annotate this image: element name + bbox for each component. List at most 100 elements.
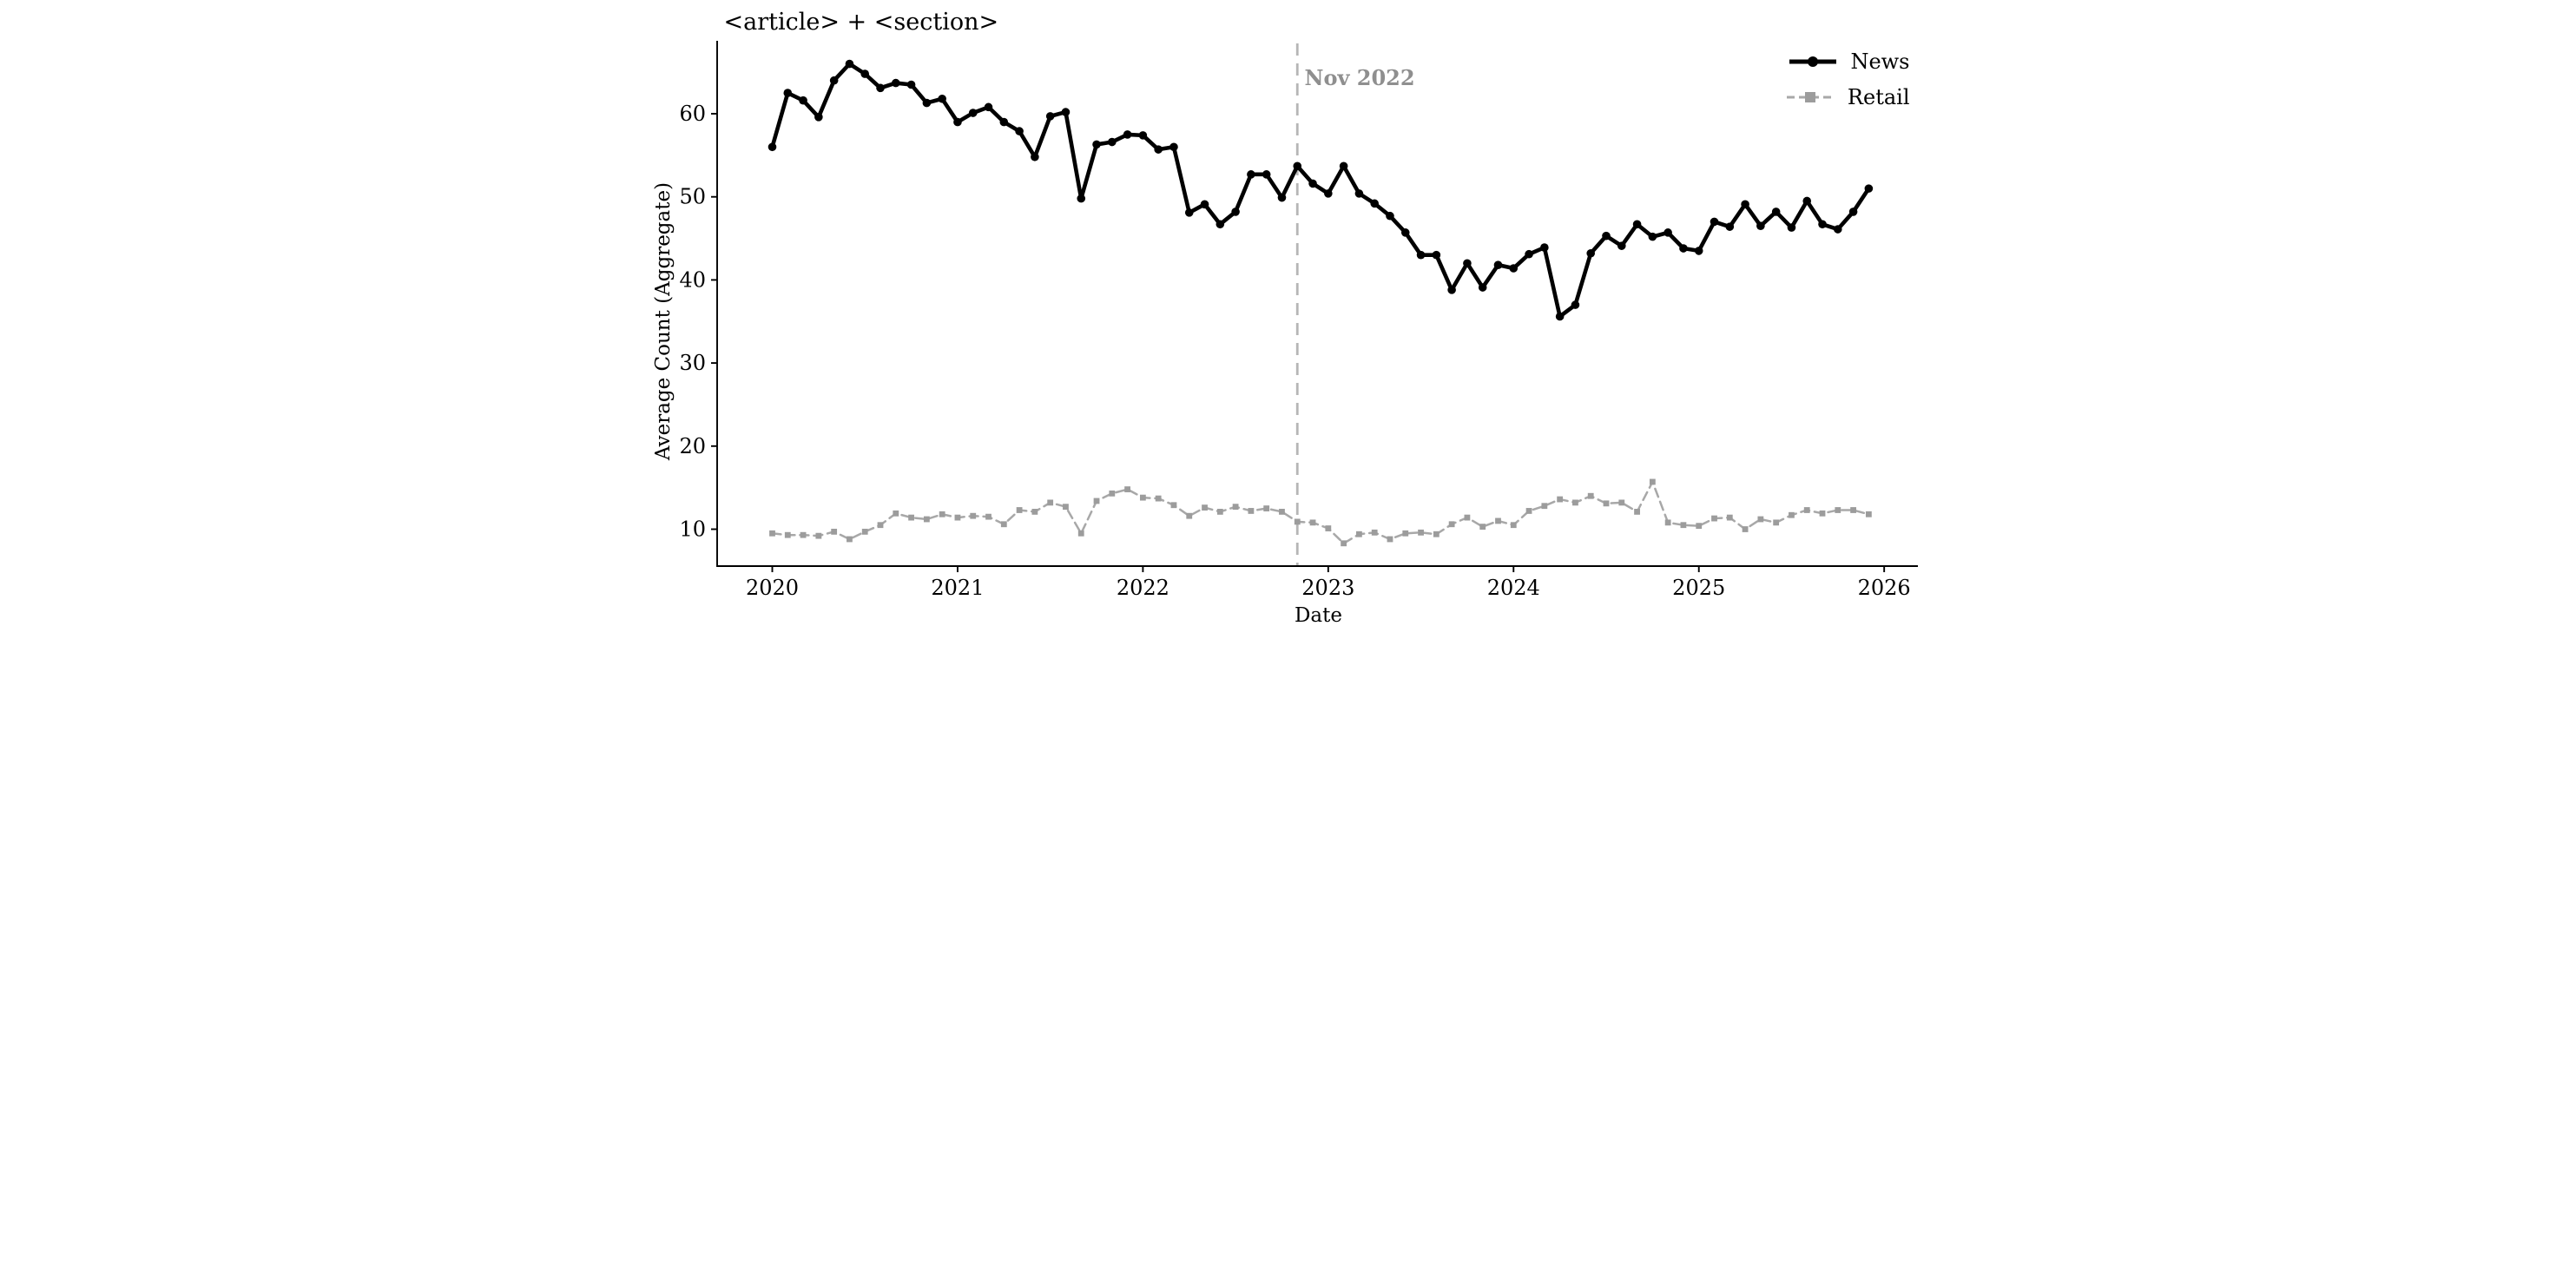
news-marker: [1416, 250, 1425, 260]
retail-marker: [1108, 490, 1115, 497]
news-marker: [1632, 220, 1641, 229]
news-marker: [1694, 247, 1703, 255]
news-marker: [1817, 220, 1827, 229]
news-marker: [1061, 108, 1070, 116]
retail-marker: [1726, 514, 1733, 521]
retail-marker: [1603, 500, 1609, 507]
retail-marker: [800, 531, 806, 538]
retail-marker: [1093, 498, 1099, 504]
retail-marker: [1788, 511, 1795, 518]
retail-marker: [1510, 522, 1517, 529]
y-tick-label: 50: [679, 185, 706, 209]
y-tick-label: 40: [679, 267, 706, 292]
retail-marker: [1571, 499, 1578, 506]
news-marker: [1169, 142, 1178, 152]
retail-marker: [1417, 529, 1424, 536]
news-marker: [1493, 260, 1502, 269]
news-marker: [1571, 300, 1579, 309]
news-marker: [1446, 286, 1456, 294]
news-marker: [1262, 170, 1270, 179]
retail-marker: [1587, 492, 1594, 499]
legend-label-news: News: [1850, 49, 1910, 74]
retail-marker: [1479, 524, 1486, 531]
retail-marker: [907, 514, 914, 521]
retail-marker: [877, 522, 883, 529]
retail-marker: [1355, 531, 1362, 537]
news-marker: [814, 113, 823, 122]
retail-marker: [1062, 504, 1069, 511]
retail-marker: [1649, 478, 1656, 485]
news-marker: [1323, 189, 1333, 198]
retail-marker: [1139, 494, 1146, 501]
news-marker: [1787, 223, 1795, 232]
news-marker: [798, 96, 807, 105]
retail-marker: [1772, 519, 1779, 526]
news-marker: [984, 102, 992, 112]
news-marker: [768, 142, 776, 152]
retail-marker: [1340, 540, 1347, 547]
x-tick-label: 2023: [1301, 576, 1354, 600]
news-marker: [937, 94, 946, 103]
annotation-nov-2022: Nov 2022: [1304, 65, 1415, 90]
legend-label-retail: Retail: [1847, 85, 1910, 109]
news-marker: [1230, 208, 1240, 216]
retail-marker: [923, 516, 930, 523]
news-marker: [1045, 112, 1054, 121]
news-marker: [1216, 220, 1224, 229]
retail-marker: [1433, 531, 1440, 537]
news-marker: [1091, 140, 1101, 149]
retail-marker: [768, 530, 775, 537]
news-marker: [968, 109, 978, 117]
news-marker: [1833, 225, 1842, 234]
retail-marker: [1185, 512, 1192, 519]
retail-marker: [814, 532, 821, 539]
figure: 2020 2021 2022 2023 2024 2025 2026 10 20 30 40 50 60…: [643, 0, 1933, 636]
retail-marker: [939, 511, 945, 517]
news-marker: [1663, 228, 1672, 237]
news-marker: [1771, 208, 1780, 216]
retail-marker: [1324, 525, 1331, 531]
news-marker: [1617, 241, 1626, 250]
news-line-swatch: [1789, 56, 1837, 67]
x-tick-label: 2022: [1116, 576, 1169, 600]
y-axis-label: Average Count (Aggregate): [651, 181, 675, 461]
news-marker: [1292, 161, 1301, 171]
retail-marker: [1294, 518, 1301, 525]
retail-marker: [784, 531, 791, 538]
retail-marker: [1170, 502, 1176, 509]
news-marker: [1710, 217, 1718, 227]
y-tick-label: 60: [679, 102, 706, 126]
news-marker: [1740, 200, 1749, 209]
retail-marker: [1077, 530, 1084, 537]
retail-marker: [1201, 504, 1208, 511]
retail-marker: [1865, 511, 1872, 517]
retail-marker: [1664, 519, 1671, 526]
news-marker: [1601, 231, 1611, 241]
news-marker: [1539, 243, 1549, 252]
news-marker: [1756, 221, 1765, 230]
news-marker: [1385, 211, 1394, 221]
news-marker: [1076, 194, 1085, 203]
news-marker: [1508, 264, 1518, 273]
news-marker: [1432, 250, 1440, 260]
retail-marker: [1387, 536, 1393, 543]
legend: News Retail: [1785, 49, 1910, 109]
x-tick-label: 2021: [931, 576, 984, 600]
retail-marker: [1494, 517, 1501, 524]
retail-marker: [1309, 519, 1315, 526]
retail-marker: [1247, 508, 1254, 514]
retail-marker: [1742, 526, 1748, 532]
news-marker: [1864, 184, 1873, 193]
retail-line: [770, 480, 1870, 545]
news-marker: [1354, 189, 1363, 198]
y-tick-label: 20: [679, 434, 706, 458]
retail-marker: [861, 528, 868, 535]
y-tick-label: 30: [679, 351, 706, 375]
news-marker: [906, 80, 915, 89]
retail-marker: [1680, 522, 1686, 529]
retail-marker: [1448, 521, 1455, 528]
retail-marker: [1016, 507, 1022, 513]
retail-marker: [969, 512, 976, 519]
legend-item-news: News: [1785, 49, 1910, 74]
retail-marker: [985, 513, 992, 520]
